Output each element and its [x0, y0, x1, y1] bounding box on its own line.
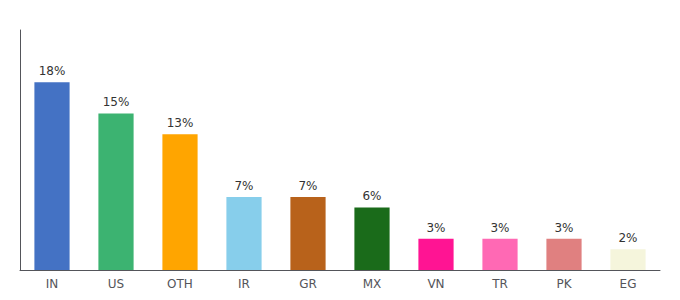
svg-text:7%: 7% — [298, 179, 317, 193]
svg-text:15%: 15% — [103, 95, 130, 109]
svg-text:18%: 18% — [39, 64, 66, 78]
svg-text:3%: 3% — [490, 221, 509, 235]
svg-text:TR: TR — [491, 277, 508, 291]
svg-text:13%: 13% — [167, 116, 194, 130]
svg-text:US: US — [108, 277, 124, 291]
svg-text:7%: 7% — [234, 179, 253, 193]
svg-text:2%: 2% — [618, 231, 637, 245]
svg-text:GR: GR — [299, 277, 317, 291]
svg-text:IR: IR — [238, 277, 250, 291]
svg-text:IN: IN — [46, 277, 59, 291]
svg-text:EG: EG — [620, 277, 637, 291]
svg-text:VN: VN — [427, 277, 444, 291]
svg-text:MX: MX — [363, 277, 382, 291]
svg-text:3%: 3% — [554, 221, 573, 235]
svg-text:3%: 3% — [426, 221, 445, 235]
svg-text:PK: PK — [556, 277, 572, 291]
svg-text:OTH: OTH — [167, 277, 193, 291]
svg-text:6%: 6% — [362, 189, 381, 203]
